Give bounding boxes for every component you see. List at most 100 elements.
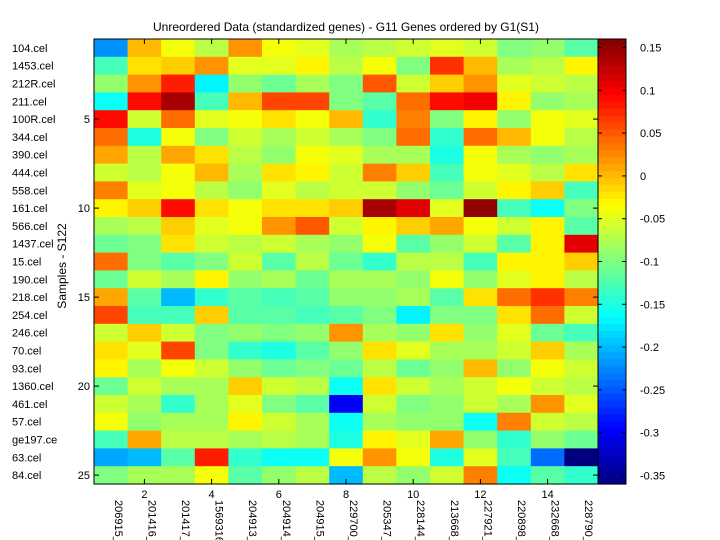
heatmap-cell <box>194 163 229 182</box>
colorbar-segment <box>598 59 626 68</box>
row-label: 70.cel <box>12 346 41 358</box>
row-label: 444.cel <box>12 168 47 180</box>
heatmap-cell <box>94 163 129 182</box>
heatmap-cell <box>228 359 263 378</box>
heatmap-cell <box>396 270 431 289</box>
heatmap-cell <box>127 217 162 236</box>
heatmap-cell <box>295 430 330 449</box>
heatmap-cell <box>430 341 465 360</box>
heatmap-cell <box>295 181 330 200</box>
heatmap-cell <box>228 395 263 414</box>
colorbar-segment <box>598 400 626 409</box>
heatmap-cell <box>228 199 263 218</box>
heatmap-cell <box>329 128 364 147</box>
colorbar-segment <box>598 372 626 381</box>
heatmap-cell <box>127 252 162 271</box>
column-label: 205347_ <box>381 500 393 540</box>
colorbar-segment <box>598 275 626 283</box>
colorbar-segment <box>598 456 626 464</box>
y-axis-label: Samples - S122 <box>55 223 69 309</box>
heatmap-cell <box>329 288 364 307</box>
heatmap-cell <box>564 306 599 325</box>
heatmap-cell <box>530 217 565 236</box>
heatmap-cell <box>194 74 229 93</box>
heatmap-cell <box>94 74 129 93</box>
heatmap-cell <box>497 128 532 147</box>
heatmap-cell <box>530 412 565 432</box>
heatmap-cell <box>463 341 498 360</box>
heatmap-cell <box>329 56 364 76</box>
heatmap-cell <box>362 377 397 396</box>
y-tick-label: 10 <box>78 203 90 215</box>
heatmap-cell <box>262 128 297 147</box>
heatmap-cell <box>194 359 229 378</box>
heatmap-cell <box>362 110 397 129</box>
heatmap-cell <box>564 412 599 432</box>
heatmap-cell <box>161 323 196 343</box>
heatmap-cell <box>94 110 129 129</box>
heatmap-cell <box>262 163 297 182</box>
column-label: 213668_ <box>448 500 460 540</box>
heatmap-cell <box>497 92 532 111</box>
heatmap-cell <box>463 288 498 307</box>
heatmap-cell <box>228 252 263 271</box>
column-label: 220898_ <box>515 500 527 540</box>
heatmap-cell <box>329 377 364 396</box>
heatmap-cell <box>262 199 297 218</box>
heatmap-cell <box>497 341 532 360</box>
heatmap-cell <box>564 163 599 182</box>
row-label: 246.cel <box>12 328 47 340</box>
row-label: 63.cel <box>12 452 41 464</box>
heatmap-cell <box>564 39 599 58</box>
heatmap-cell <box>430 128 465 147</box>
heatmap-cell <box>530 466 565 485</box>
heatmap-cell <box>262 217 297 236</box>
heatmap-cell <box>94 288 129 307</box>
heatmap-cell <box>497 359 532 378</box>
heatmap-cell <box>362 39 397 58</box>
heatmap-cell <box>295 323 330 343</box>
colorbar-segment <box>598 289 626 297</box>
heatmap-cell <box>463 306 498 325</box>
heatmap-cell <box>430 217 465 236</box>
heatmap-cell <box>295 234 330 254</box>
row-label: 161.cel <box>12 203 47 215</box>
heatmap-cell <box>530 74 565 93</box>
heatmap-cell <box>295 74 330 93</box>
colorbar-segment <box>598 73 626 82</box>
chart-title: Unreordered Data (standardized genes) - … <box>153 20 539 34</box>
heatmap-cell <box>430 56 465 76</box>
heatmap-cell <box>362 163 397 182</box>
heatmap-cell <box>228 323 263 343</box>
heatmap-cell <box>127 341 162 360</box>
heatmap-cell <box>228 163 263 182</box>
heatmap-cell <box>94 39 129 58</box>
column-label: 204915_ <box>313 500 325 540</box>
heatmap-cell <box>295 39 330 58</box>
column-label: 229700_ <box>347 500 359 540</box>
colorbar-segment <box>598 108 626 117</box>
heatmap-cell <box>262 466 297 485</box>
heatmap-cell <box>530 448 565 467</box>
heatmap-cell <box>430 110 465 129</box>
heatmap-cell <box>530 395 565 414</box>
colorbar-tick-label: -0.25 <box>640 385 665 397</box>
heatmap-cell <box>430 92 465 111</box>
heatmap-cell <box>396 74 431 93</box>
heatmap-cell <box>295 412 330 432</box>
heatmap-cell <box>396 234 431 254</box>
heatmap-cell <box>194 412 229 432</box>
colorbar-segment <box>598 240 626 249</box>
heatmap-cell <box>463 199 498 218</box>
row-label: 566.cel <box>12 221 47 233</box>
heatmap-cell <box>497 412 532 432</box>
colorbar-segment <box>598 421 626 429</box>
heatmap-cell <box>430 323 465 343</box>
heatmap-cell <box>497 270 532 289</box>
heatmap-cell <box>362 234 397 254</box>
heatmap-cell <box>295 288 330 307</box>
heatmap-cell <box>362 288 397 307</box>
heatmap-cell <box>530 323 565 343</box>
colorbar-segment <box>598 66 626 75</box>
